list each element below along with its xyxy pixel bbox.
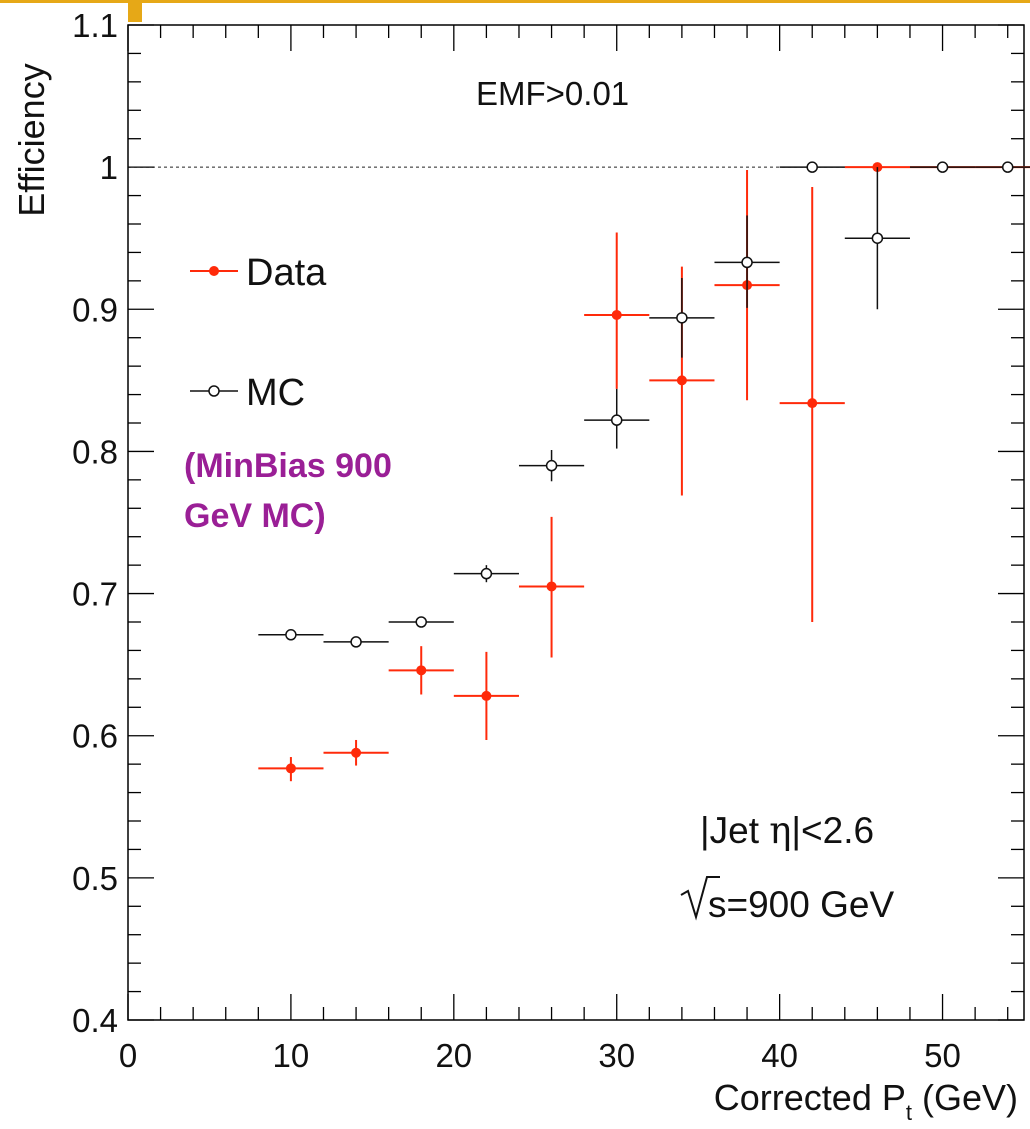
eta-suffix: |<2.6 — [791, 810, 874, 851]
mc-point — [350, 636, 362, 648]
x-tick-label: 20 — [435, 1037, 472, 1074]
data-point — [807, 398, 818, 409]
x-axis-title-sub: t — [906, 1100, 912, 1125]
x-tick-label: 10 — [273, 1037, 310, 1074]
mc-point — [871, 232, 884, 244]
x-tick-label: 50 — [924, 1037, 961, 1074]
y-tick-label: 0.5 — [72, 860, 118, 897]
mc-point — [610, 414, 623, 426]
data-point — [416, 665, 427, 676]
y-tick-label: 1.1 — [72, 7, 118, 44]
mc-point — [480, 567, 493, 580]
slide-corner-accent — [0, 0, 1030, 3]
mc-point — [415, 616, 427, 628]
y-tick-label: 0.4 — [72, 1002, 118, 1039]
data-point — [546, 581, 557, 592]
y-axis-title: Efficiency — [11, 63, 52, 216]
eta-symbol: η — [769, 809, 791, 852]
legend-mc-label: MC — [246, 372, 305, 414]
mc-note-line1: (MinBias 900 — [184, 447, 392, 485]
emf-cut-label: EMF>0.01 — [476, 75, 629, 112]
data-point — [351, 747, 362, 758]
legend-mc-marker — [208, 385, 220, 397]
legend-entry-data: Data — [190, 252, 327, 294]
mc-point — [741, 256, 753, 269]
sqrt-radical-icon — [680, 876, 720, 921]
mc-point — [1001, 161, 1014, 173]
sqrt-s-text: s=900 GeV — [708, 884, 894, 925]
x-axis-title-main: Corrected P — [714, 1077, 906, 1118]
data-point — [676, 375, 687, 386]
y-tick-label: 0.8 — [72, 433, 118, 470]
mc-point — [936, 161, 949, 173]
legend-data-label: Data — [246, 252, 327, 294]
data-point — [611, 309, 622, 320]
y-tick-label: 0.6 — [72, 718, 118, 755]
mc-point — [545, 459, 558, 472]
legend: Data MC — [190, 252, 327, 414]
mc-point — [806, 161, 818, 173]
eta-cut-label: |Jet η|<2.6 — [700, 809, 874, 852]
series-layer — [258, 161, 1030, 782]
legend-data-marker — [209, 266, 219, 276]
x-axis-title-unit: (GeV) — [912, 1077, 1018, 1118]
mc-point — [676, 312, 688, 324]
y-tick-label: 0.9 — [72, 291, 118, 328]
mc-note-line2: GeV MC) — [184, 497, 326, 535]
sqrt-s-label: s=900 GeV — [680, 876, 894, 925]
y-tick-label: 1 — [100, 149, 118, 186]
data-point — [481, 690, 492, 701]
x-tick-label: 0 — [119, 1037, 137, 1074]
series-mc — [258, 161, 1030, 648]
plot-frame — [127, 24, 1025, 1021]
mc-point — [285, 629, 297, 641]
slide-corner-tab — [128, 3, 142, 22]
y-tick-label: 0.7 — [72, 576, 118, 613]
x-tick-label: 40 — [761, 1037, 798, 1074]
legend-entry-mc: MC — [190, 372, 305, 414]
eta-prefix: |Jet — [700, 810, 769, 851]
x-tick-label: 30 — [598, 1037, 635, 1074]
data-point — [285, 763, 296, 774]
x-axis-title: Corrected Pt (GeV) — [714, 1077, 1018, 1125]
